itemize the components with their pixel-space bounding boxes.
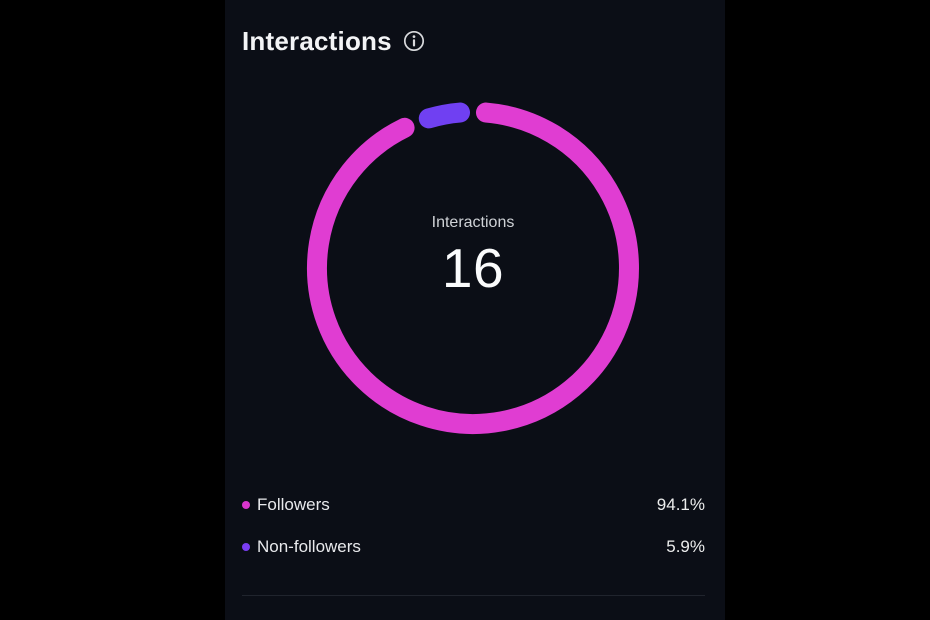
legend-value-non-followers: 5.9% (666, 536, 705, 556)
donut-segment-followers[interactable] (306, 102, 639, 434)
interactions-panel: Interactions Interactions 16 Followers 9… (225, 0, 725, 620)
panel-header: Interactions (242, 27, 426, 56)
non-followers-swatch-icon (242, 542, 250, 551)
followers-swatch-icon (242, 500, 250, 509)
donut-center-label: Interactions (431, 214, 515, 231)
legend: Followers 94.1% Non-followers 5.9% (242, 493, 705, 577)
legend-label-followers: Followers (257, 494, 330, 514)
legend-row-non-followers: Non-followers 5.9% (242, 535, 705, 558)
divider (242, 595, 705, 596)
donut-center-value: 16 (441, 237, 505, 299)
donut-segment-non-followers[interactable] (418, 102, 471, 129)
legend-value-followers: 94.1% (656, 494, 705, 514)
legend-row-followers: Followers 94.1% (242, 493, 705, 516)
legend-label-non-followers: Non-followers (257, 536, 361, 556)
interactions-donut (306, 102, 639, 434)
interactions-donut-chart: Interactions 16 (303, 98, 643, 438)
info-icon[interactable] (402, 29, 426, 53)
panel-title: Interactions (242, 26, 392, 56)
